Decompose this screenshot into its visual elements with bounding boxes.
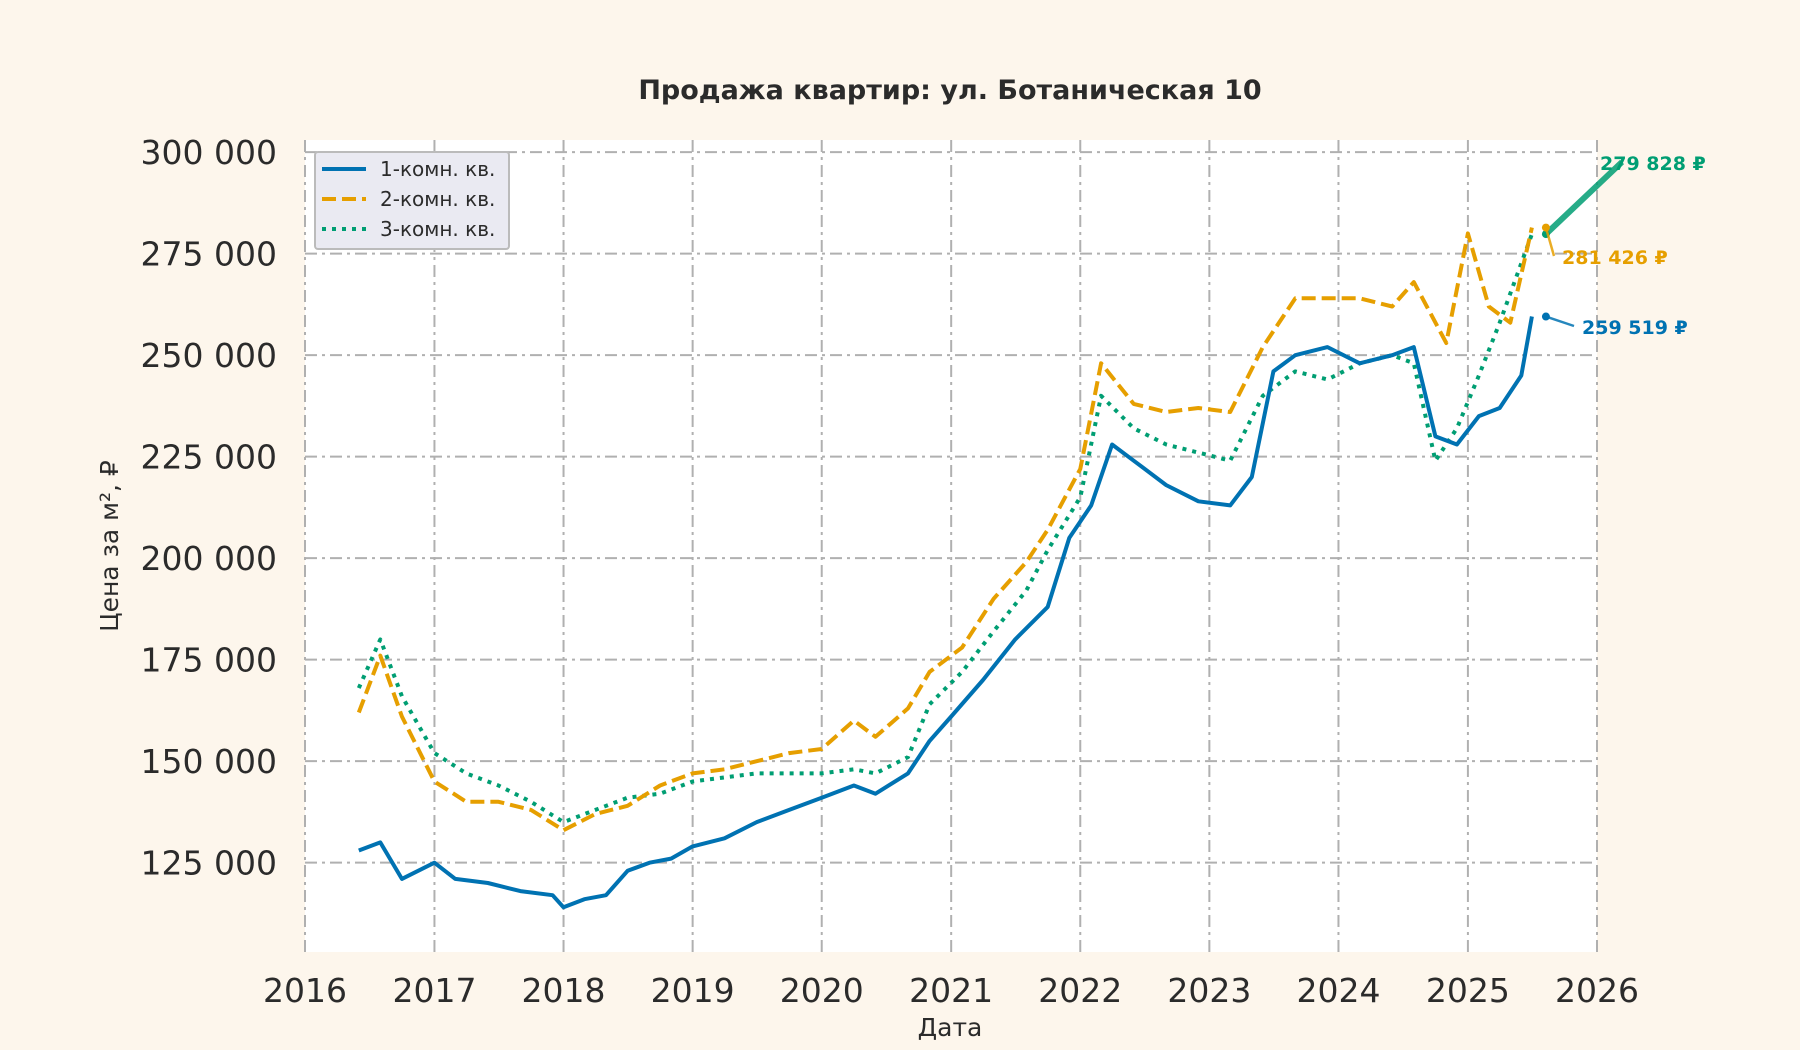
grid-lines — [304, 140, 1598, 952]
annotation-arrowhead — [1541, 312, 1550, 321]
series-lines — [356, 227, 1534, 910]
x-tick-label: 2017 — [392, 971, 476, 1010]
legend-label-1-room: 1-комн. кв. — [380, 157, 495, 181]
annotations: 279 828 ₽ 281 426 ₽ 259 519 ₽ — [1541, 153, 1706, 339]
x-tick-labels: 2016 2017 2018 2019 2020 2021 2022 2023 2024 2025… — [263, 971, 1639, 1010]
y-tick-label: 125 000 — [141, 844, 277, 883]
x-tick-label: 2023 — [1167, 971, 1251, 1010]
y-tick-label: 275 000 — [141, 235, 277, 274]
y-tick-label: 150 000 — [141, 742, 277, 781]
annotation-label: 279 828 ₽ — [1600, 153, 1706, 175]
annotation-arrowhead — [1541, 223, 1550, 232]
annotation-label: 281 426 ₽ — [1562, 247, 1668, 269]
x-tick-label: 2026 — [1555, 971, 1639, 1010]
y-tick-label: 200 000 — [141, 539, 277, 578]
y-tick-label: 225 000 — [141, 438, 277, 477]
y-axis-label: Цена за м², ₽ — [95, 460, 124, 632]
y-tick-label: 250 000 — [141, 336, 277, 375]
legend-label-2-room: 2-комн. кв. — [380, 187, 495, 211]
x-tick-label: 2021 — [909, 971, 993, 1010]
x-tick-label: 2022 — [1038, 971, 1122, 1010]
annotation-arrow — [1544, 227, 1556, 257]
x-tick-label: 2019 — [651, 971, 735, 1010]
legend-label-3-room: 3-комн. кв. — [380, 217, 495, 241]
x-tick-label: 2016 — [263, 971, 347, 1010]
x-tick-label: 2018 — [522, 971, 606, 1010]
series-line-1-room — [358, 316, 1534, 910]
x-axis-label: Дата — [918, 1013, 983, 1042]
y-tick-label: 300 000 — [141, 133, 277, 172]
annotation-label: 259 519 ₽ — [1582, 317, 1688, 339]
series-line-2-room — [356, 227, 1534, 833]
x-tick-label: 2020 — [780, 971, 864, 1010]
legend-box — [314, 151, 510, 250]
y-tick-label: 175 000 — [141, 641, 277, 680]
annotation-arrow — [1545, 315, 1575, 328]
x-tick-label: 2024 — [1296, 971, 1380, 1010]
x-tick-label: 2025 — [1426, 971, 1510, 1010]
y-tick-labels: 125 000 150 000 175 000 200 000 225 000 250 0… — [141, 133, 277, 883]
chart-title: Продажа квартир: ул. Ботаническая 10 — [638, 75, 1261, 106]
annotation-arrow — [1543, 159, 1625, 237]
legend: 1-комн. кв. 2-комн. кв. 3-комн. кв. — [314, 151, 510, 250]
